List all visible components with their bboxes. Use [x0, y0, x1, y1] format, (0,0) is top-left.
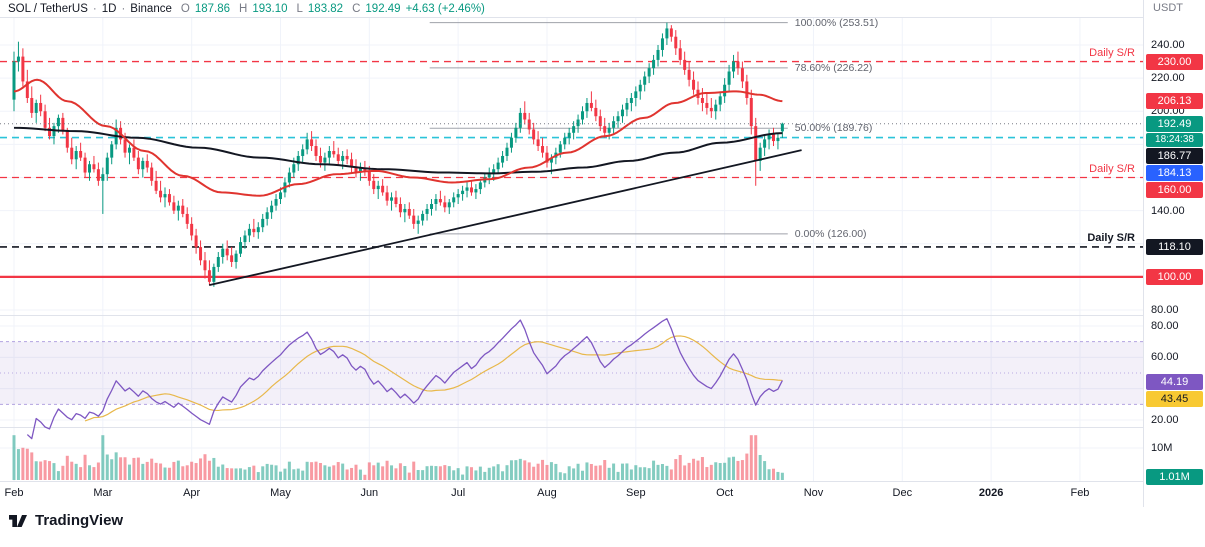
- price-badge: 184.13: [1146, 164, 1203, 181]
- time-axis-label[interactable]: Jun: [360, 487, 379, 499]
- low-value: 183.82: [307, 2, 344, 15]
- close-label: C: [352, 2, 361, 15]
- time-axis-label[interactable]: Sep: [626, 487, 646, 499]
- interval-label[interactable]: 1D: [101, 2, 117, 15]
- axis-currency-label[interactable]: USDT: [1153, 2, 1183, 14]
- price-axis[interactable]: 240.00 220.00 200.00 140.00 80.00 80.00 60.00 2…: [1143, 0, 1205, 507]
- time-axis-label[interactable]: Dec: [892, 487, 913, 499]
- rsi-axis-label: 80.00: [1151, 320, 1179, 332]
- price-badge: 118.10: [1146, 238, 1203, 255]
- price-badge: 1.01M: [1146, 468, 1203, 485]
- time-axis-label[interactable]: Feb: [1070, 487, 1090, 499]
- price-badge: 192.49: [1146, 115, 1203, 132]
- low-label: L: [296, 2, 303, 15]
- price-badge: 206.13: [1146, 93, 1203, 110]
- price-badge: 230.00: [1146, 53, 1203, 70]
- time-axis-label[interactable]: Aug: [537, 487, 557, 499]
- separator-dot: ·: [92, 2, 97, 15]
- time-axis-label[interactable]: Oct: [716, 487, 734, 499]
- open-value: 187.86: [194, 2, 230, 15]
- price-axis-label: 140.00: [1151, 204, 1185, 217]
- rsi-axis-label: 20.00: [1151, 414, 1179, 426]
- chart-canvas[interactable]: [0, 0, 1143, 505]
- symbol-name[interactable]: SOL / TetherUS: [8, 2, 88, 15]
- high-value: 193.10: [252, 2, 288, 15]
- exchange-label: Binance: [130, 2, 172, 15]
- price-badge: 186.77: [1146, 147, 1203, 164]
- time-axis-label[interactable]: May: [270, 487, 291, 499]
- price-axis-label: 80.00: [1151, 304, 1179, 316]
- time-axis-label[interactable]: 2026: [978, 487, 1004, 499]
- rsi-axis-label: 60.00: [1151, 351, 1179, 364]
- price-axis-label: 240.00: [1151, 39, 1185, 51]
- time-axis[interactable]: Feb Mar Apr May Jun Jul Aug Sep Oct Nov Dec 2026 Feb: [0, 481, 1143, 508]
- price-axis-label: 220.00: [1151, 72, 1185, 85]
- tradingview-logo-icon: [9, 514, 27, 527]
- price-badge: 100.00: [1146, 268, 1203, 285]
- time-axis-label[interactable]: Mar: [93, 487, 113, 499]
- countdown-badge: 18:24:38: [1146, 132, 1203, 147]
- brand-name: TradingView: [35, 512, 124, 529]
- high-label: H: [239, 2, 248, 15]
- time-axis-label[interactable]: Feb: [4, 487, 24, 499]
- price-badge: 160.00: [1146, 181, 1203, 198]
- time-axis-label[interactable]: Jul: [451, 487, 466, 499]
- change-value: +4.63 (+2.46%): [405, 2, 485, 15]
- open-label: O: [180, 2, 190, 15]
- time-axis-label[interactable]: Apr: [183, 487, 201, 499]
- time-axis-label[interactable]: Nov: [803, 487, 824, 499]
- tradingview-attribution[interactable]: TradingView: [9, 512, 123, 529]
- price-badge: 44.19: [1146, 374, 1203, 391]
- volume-axis-label: 10M: [1151, 442, 1173, 454]
- close-value: 192.49: [365, 2, 401, 15]
- separator-dot: ·: [121, 2, 126, 15]
- price-badge: 43.45: [1146, 391, 1203, 408]
